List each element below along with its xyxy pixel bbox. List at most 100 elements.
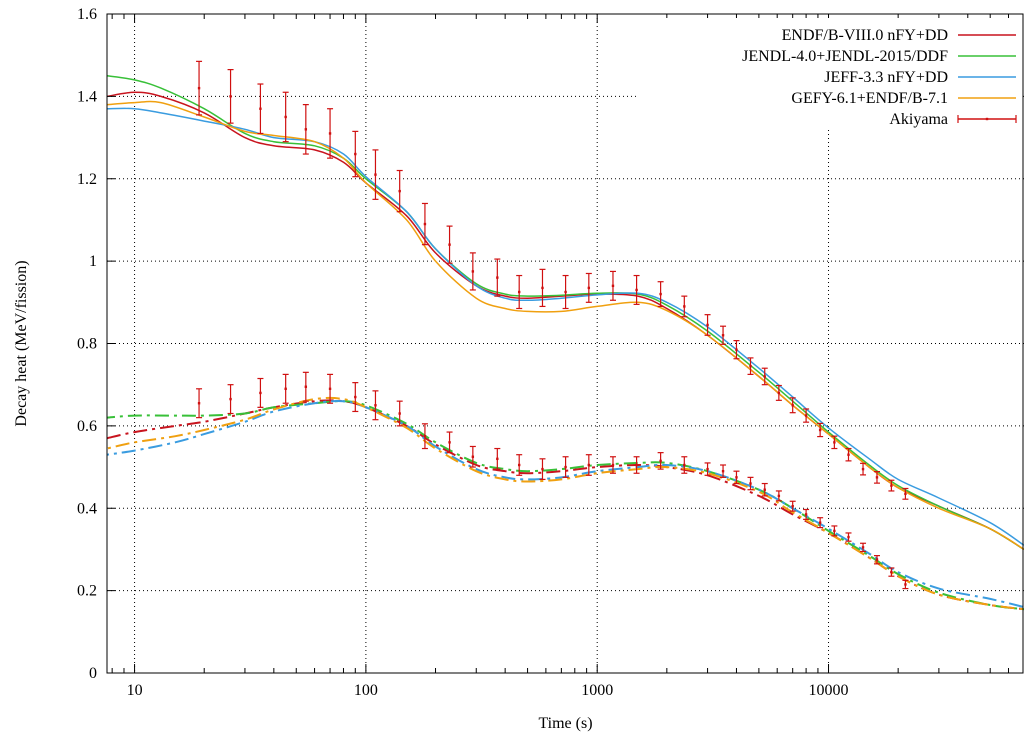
akiyama-gamma-point [469,445,476,468]
y-tick-label: 0.8 [77,336,97,353]
akiyama-total-point [733,340,740,360]
akiyama-total-point [494,258,501,297]
legend-item: ENDF/B-VIII.0 nFY+DD [782,27,1016,44]
akiyama-gamma-point [845,532,852,542]
legend-item: GEFY-6.1+ENDF/B-7.1 [791,90,1016,107]
akiyama-gamma-point [446,431,453,454]
series-total-jeff-3-3-nfy-dd [106,107,1024,546]
series-gamma-jeff-3-3-nfy-dd [106,399,1024,609]
akiyama-gamma-point [733,470,740,485]
akiyama-total-point [860,462,867,476]
y-tick-label: 0.4 [77,500,97,517]
akiyama-total-point [902,487,909,500]
akiyama-gamma-point [257,377,264,408]
akiyama-gamma-point [747,476,754,491]
akiyama-total-point [446,225,453,264]
akiyama-gamma-point [516,454,523,476]
akiyama-total-point [469,252,476,291]
akiyama-total-point [657,281,664,308]
series-total-gefy-6-1-endf-b-7-1 [106,100,1024,551]
y-tick-label: 1.2 [77,171,97,188]
akiyama-total-point [539,268,546,308]
akiyama-total-point [372,149,379,200]
akiyama-gamma-point [227,384,234,415]
y-tick-label: 0.6 [77,418,97,435]
akiyama-gamma-point [720,464,727,478]
legend-label: JENDL-4.0+JENDL-2015/DDF [742,48,948,65]
akiyama-total-point [873,470,880,484]
akiyama-gamma-point [352,382,359,413]
akiyama-gamma-point [761,482,768,497]
akiyama-gamma-point [888,567,895,577]
series-gamma-gefy-6-1-endf-b-7-1 [106,396,1024,611]
legend-label: GEFY-6.1+ENDF/B-7.1 [791,90,948,107]
akiyama-gamma-point [302,371,309,402]
akiyama-gamma-point [327,373,334,404]
legend-item: JENDL-4.0+JENDL-2015/DDF [742,48,1016,65]
akiyama-gamma-point [860,542,867,553]
akiyama-total-point [585,272,592,303]
akiyama-gamma-point [775,490,782,502]
legend-item: JEFF-3.3 nFY+DD [824,69,1016,86]
akiyama-total-point [803,408,810,423]
akiyama-total-point [352,130,359,178]
akiyama-total-point [761,367,768,386]
akiyama-total-point [817,422,824,438]
y-tick-label: 1.4 [77,88,97,105]
series-total-jendl-4-0-jendl-2015-ddf [106,75,1024,551]
akiyama-gamma-point [657,452,664,470]
akiyama-total-point [720,325,727,345]
akiyama-gamma-point [633,456,640,474]
x-tick-label: 10 [127,682,143,699]
akiyama-gamma-point [562,456,569,478]
akiyama-total-point [562,274,569,310]
akiyama-gamma-point [282,373,289,404]
akiyama-total-point [747,357,754,375]
legend-label: Akiyama [889,111,948,128]
akiyama-gamma-point [494,447,501,470]
akiyama-gamma-point [789,500,796,512]
akiyama-gamma-point [704,462,711,476]
akiyama-gamma-point [902,579,909,590]
akiyama-total-point [227,69,234,124]
akiyama-total-point [775,384,782,401]
axis-labels: Time (s) Decay heat (MeV/fission) [13,260,593,732]
akiyama-total-point [421,202,428,246]
legend-label: JEFF-3.3 nFY+DD [824,69,948,86]
akiyama-gamma-point [196,388,203,419]
y-tick-label: 0.2 [77,583,97,600]
akiyama-total-point [681,295,688,318]
akiyama-total-point [633,274,640,305]
akiyama-total-point [302,104,309,155]
akiyama-total-point [516,274,523,310]
legend-background [638,18,1020,130]
x-tick-label: 10000 [809,682,849,699]
akiyama-total-point [704,314,711,336]
akiyama-gamma-point [372,390,379,421]
akiyama-total-point [845,447,852,462]
y-tick-label: 1.6 [77,6,97,23]
akiyama-total-point [257,83,264,135]
akiyama-gamma-point [609,456,616,474]
y-axis-label: Decay heat (MeV/fission) [13,260,30,426]
akiyama-gamma-point [681,456,688,474]
akiyama-total-point [609,270,616,301]
series-gamma-endf-b-viii-0-nfy-dd [106,399,1024,611]
series-layer [106,75,1024,611]
x-tick-label: 1000 [581,682,613,699]
akiyama-total-point [196,60,203,116]
akiyama-total-point [789,397,796,414]
y-tick-label: 1 [89,253,97,270]
akiyama-total-point [831,435,838,450]
akiyama-gamma-point [817,517,824,529]
akiyama-gamma-point [585,454,592,476]
akiyama-gamma-point [831,525,838,537]
akiyama-total-point [327,108,334,159]
axis-ticks: 0 0.2 0.4 0.6 0.8 1 1.2 1.4 1.6 10 100 1000 10000 [77,6,1010,699]
akiyama-gamma-point [539,458,546,481]
y-tick-label: 0 [89,665,97,682]
akiyama-total-point [396,169,403,213]
x-axis-label: Time (s) [538,715,592,732]
